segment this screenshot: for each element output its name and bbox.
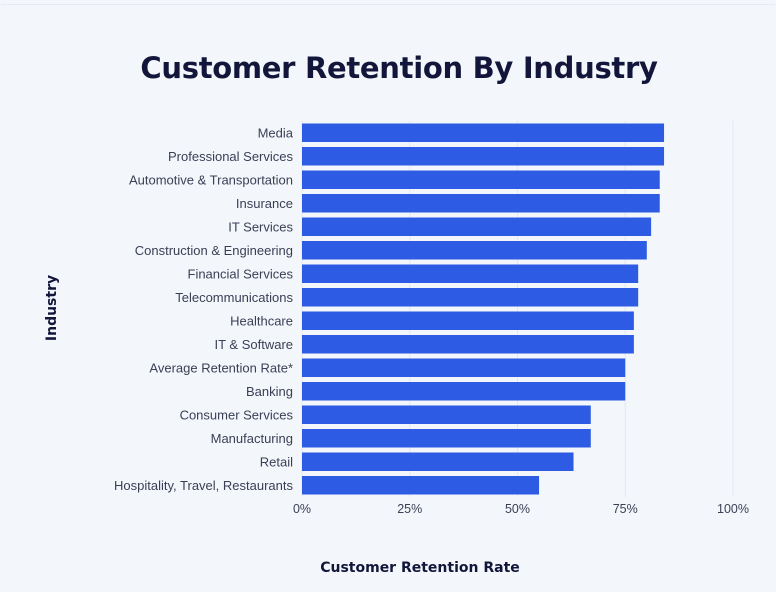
x-tick-label: 75% xyxy=(613,502,638,516)
bar xyxy=(302,452,574,471)
bar xyxy=(302,264,639,283)
category-label: Banking xyxy=(246,384,293,399)
bar xyxy=(302,405,591,424)
bar xyxy=(302,382,626,401)
category-label: Construction & Engineering xyxy=(135,243,293,258)
x-tick-labels: 0% 25% 50% 75% 100% xyxy=(293,502,749,516)
y-axis-title: Industry xyxy=(44,275,60,341)
x-tick-label: 100% xyxy=(717,502,749,516)
bar xyxy=(302,194,660,213)
x-axis-title: Customer Retention Rate xyxy=(320,560,520,576)
category-label: Manufacturing xyxy=(211,431,293,446)
x-tick-label: 50% xyxy=(505,502,530,516)
category-label: Average Retention Rate* xyxy=(149,360,293,375)
bar xyxy=(302,476,540,495)
bar xyxy=(302,241,647,260)
bar xyxy=(302,147,665,166)
bars xyxy=(302,123,665,495)
category-label: Telecommunications xyxy=(175,290,293,305)
bar xyxy=(302,358,626,377)
category-label: Healthcare xyxy=(230,313,293,328)
bar xyxy=(302,429,591,448)
bar xyxy=(302,288,639,307)
bar xyxy=(302,170,660,189)
bar xyxy=(302,217,652,236)
category-label: Insurance xyxy=(236,196,293,211)
category-label: Consumer Services xyxy=(180,407,294,422)
category-label: Retail xyxy=(260,454,293,469)
bar xyxy=(302,335,634,354)
category-label: IT & Software xyxy=(214,337,293,352)
x-tick-label: 25% xyxy=(397,502,422,516)
category-labels: Media Professional Services Automotive & T… xyxy=(114,125,294,493)
category-label: Financial Services xyxy=(188,266,294,281)
category-label: Automotive & Transportation xyxy=(129,172,293,187)
category-label: Media xyxy=(258,125,294,140)
chart-title: Customer Retention By Industry xyxy=(140,51,658,85)
category-label: Hospitality, Travel, Restaurants xyxy=(114,478,293,493)
bar xyxy=(302,123,665,142)
bar xyxy=(302,311,634,330)
x-tick-label: 0% xyxy=(293,502,311,516)
category-label: IT Services xyxy=(228,219,293,234)
category-label: Professional Services xyxy=(168,149,293,164)
